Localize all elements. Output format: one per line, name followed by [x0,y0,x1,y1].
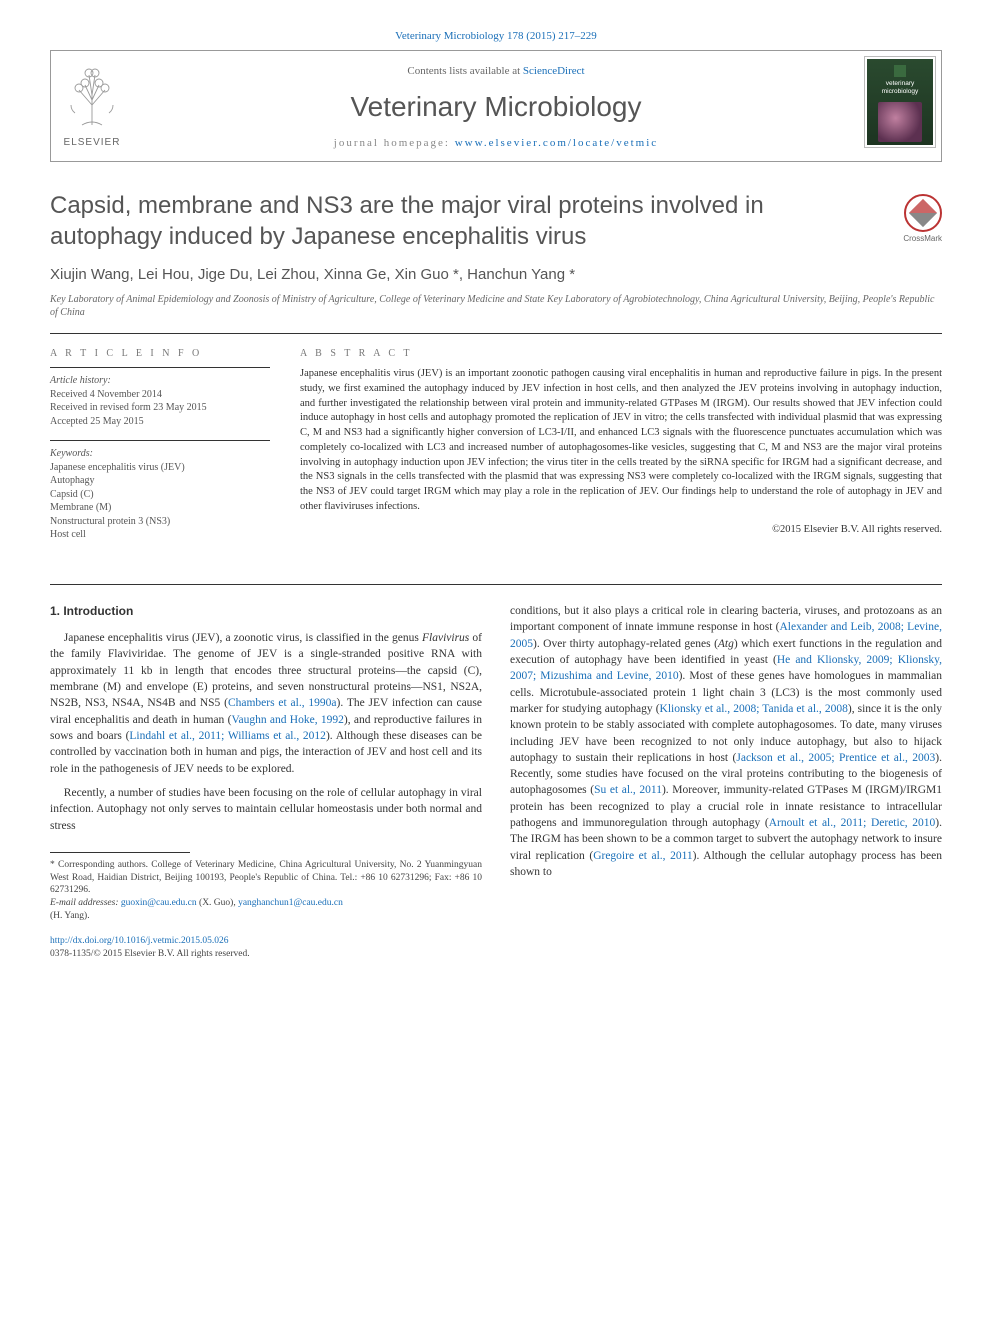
crossmark-badge[interactable]: CrossMark [903,194,942,243]
citation-link[interactable]: Gregoire et al., 2011 [593,850,692,862]
citation-link[interactable]: Vaughn and Hoke, 1992 [231,714,343,726]
divider [50,333,942,334]
elsevier-logo: ELSEVIER [47,55,137,165]
contents-lists-line: Contents lists available at ScienceDirec… [51,65,941,77]
body-paragraph: Japanese encephalitis virus (JEV), a zoo… [50,630,482,777]
keywords-block: Keywords: Japanese encephalitis virus (J… [50,447,270,542]
journal-header: ELSEVIER veterinarymicrobiology Contents… [50,50,942,162]
article-info-heading: A R T I C L E I N F O [50,348,270,359]
affiliation: Key Laboratory of Animal Epidemiology an… [50,293,942,319]
citation-link[interactable]: Lindahl et al., 2011; Williams et al., 2… [129,730,326,742]
doi-line: http://dx.doi.org/10.1016/j.vetmic.2015.… [50,935,482,948]
abstract-copyright: ©2015 Elsevier B.V. All rights reserved. [300,524,942,535]
citation-link[interactable]: Su et al., 2011 [594,784,662,796]
body-paragraph: Recently, a number of studies have been … [50,785,482,834]
article-history: Article history: Received 4 November 201… [50,374,270,428]
citation-link[interactable]: Klionsky et al., 2008; Tanida et al., 20… [660,703,848,715]
body-paragraph: conditions, but it also plays a critical… [510,603,942,881]
abstract-heading: A B S T R A C T [300,348,942,359]
author-list: Xiujin Wang, Lei Hou, Jige Du, Lei Zhou,… [50,266,942,283]
journal-title: Veterinary Microbiology [51,91,941,123]
footnotes: * Corresponding authors. College of Vete… [50,852,482,961]
citation-link[interactable]: Arnoult et al., 2011; Deretic, 2010 [769,817,936,829]
article-body: 1. Introduction Japanese encephalitis vi… [50,603,942,961]
journal-homepage-line: journal homepage: www.elsevier.com/locat… [51,137,941,149]
doi-link[interactable]: http://dx.doi.org/10.1016/j.vetmic.2015.… [50,936,228,946]
publisher-name: ELSEVIER [64,137,121,148]
article-info-column: A R T I C L E I N F O Article history: R… [50,348,270,554]
citation-link[interactable]: Chambers et al., 1990a [228,697,337,709]
issn-copyright: 0378-1135/© 2015 Elsevier B.V. All right… [50,948,482,961]
article-title: Capsid, membrane and NS3 are the major v… [50,190,832,252]
abstract-column: A B S T R A C T Japanese encephalitis vi… [300,348,942,554]
sciencedirect-link[interactable]: ScienceDirect [523,65,585,77]
email-link[interactable]: guoxin@cau.edu.cn [121,898,197,908]
journal-cover-thumbnail: veterinarymicrobiology [865,57,935,147]
divider [50,584,942,585]
top-reference: Veterinary Microbiology 178 (2015) 217–2… [50,30,942,42]
email-link[interactable]: yanghanchun1@cau.edu.cn [238,898,343,908]
crossmark-label: CrossMark [903,234,942,243]
abstract-text: Japanese encephalitis virus (JEV) is an … [300,367,942,514]
email-addresses: E-mail addresses: guoxin@cau.edu.cn (X. … [50,897,482,923]
crossmark-icon [904,194,942,232]
section-heading: 1. Introduction [50,603,482,620]
citation-link[interactable]: Jackson et al., 2005; Prentice et al., 2… [736,752,935,764]
corresponding-author-note: * Corresponding authors. College of Vete… [50,859,482,897]
journal-homepage-link[interactable]: www.elsevier.com/locate/vetmic [455,137,658,149]
